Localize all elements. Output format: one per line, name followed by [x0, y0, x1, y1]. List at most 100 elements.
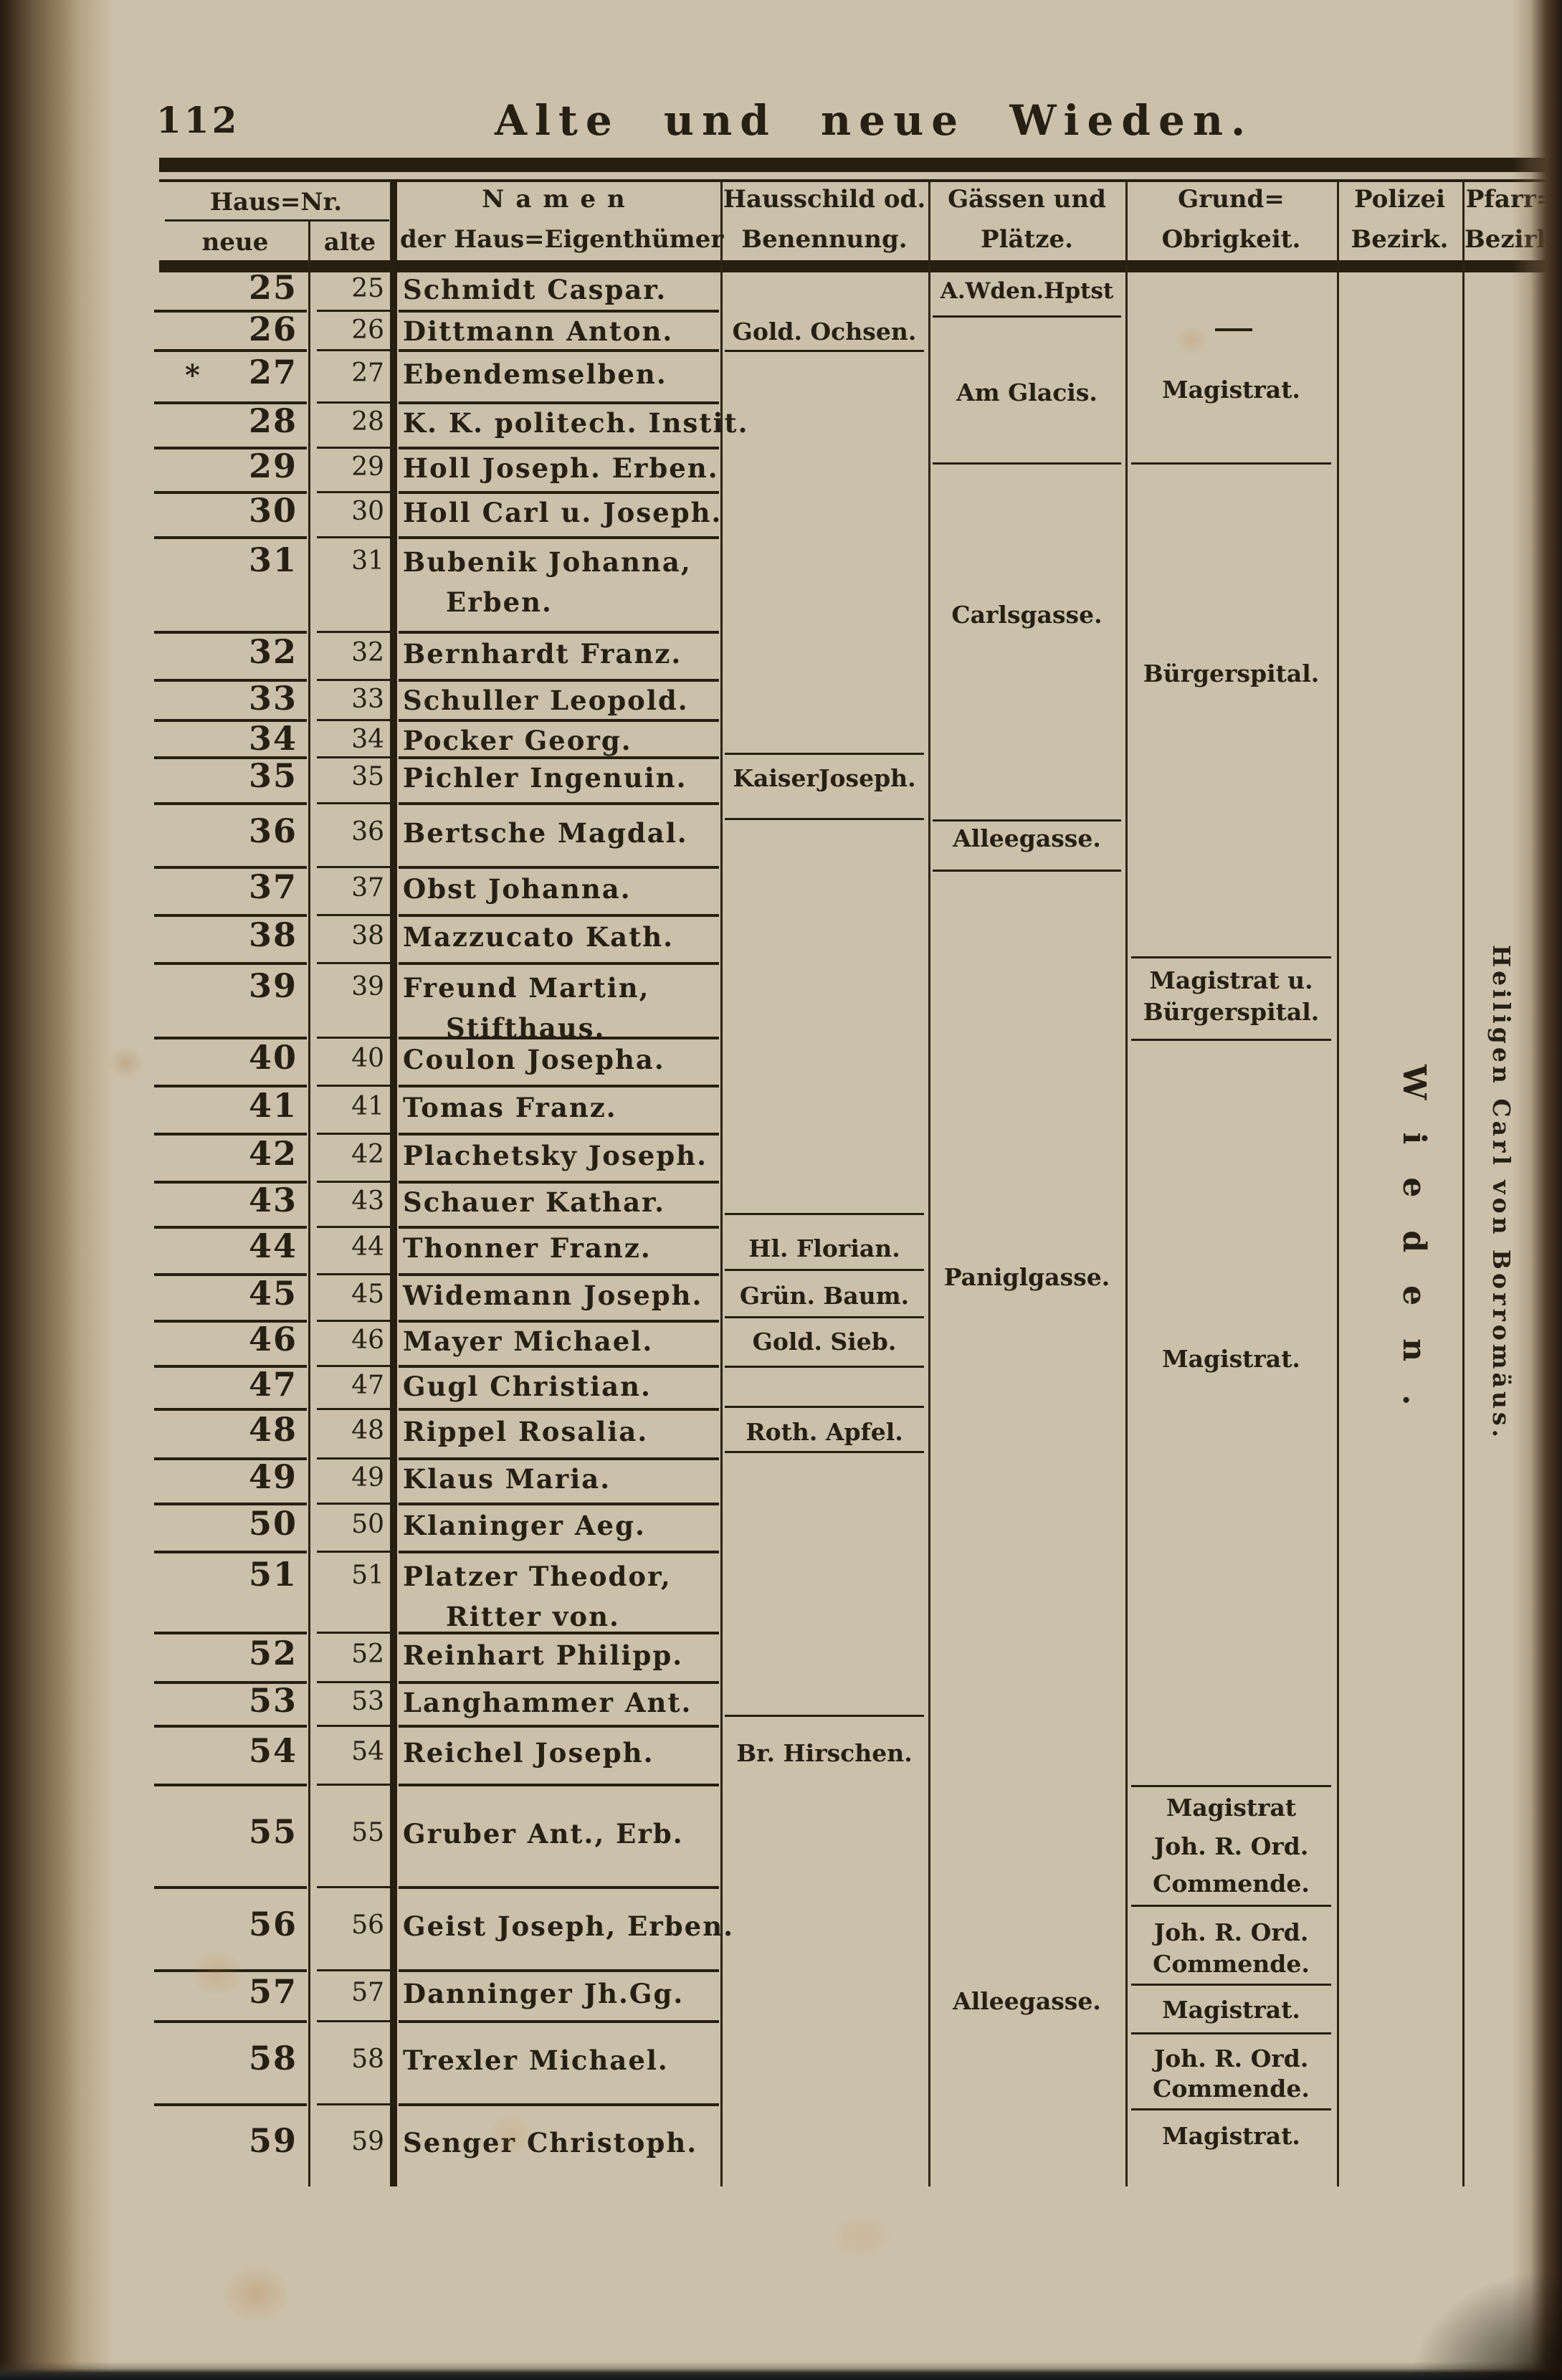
row-separator-alte	[317, 447, 390, 449]
row-alte-number: 30	[351, 497, 384, 526]
row-neue-number: 45	[248, 1273, 297, 1313]
row-neue-number: 56	[248, 1905, 297, 1943]
row-separator-name	[399, 679, 719, 682]
row-separator-neue	[154, 631, 307, 634]
page-corner-shadow	[1261, 2165, 1562, 2380]
row-separator-alte	[317, 866, 390, 868]
row-owner-name: Ebendemselben.	[403, 358, 667, 390]
row-neue-number: 25	[248, 268, 297, 307]
row-separator-alte	[317, 1085, 390, 1087]
column-divider	[1337, 179, 1339, 2186]
row-owner-name: Reinhart Philipp.	[403, 1639, 684, 1671]
header-polizei-line1: Polizei	[1353, 185, 1446, 214]
book-binding-edge	[0, 0, 115, 2380]
header-grund-line2: Obrigkeit.	[1161, 225, 1301, 254]
authority-section-label: Commende.	[1153, 2075, 1310, 2103]
row-alte-number: 55	[351, 1817, 384, 1847]
row-alte-number: 48	[351, 1415, 384, 1445]
row-separator-alte	[317, 1320, 390, 1322]
row-separator-neue	[154, 1320, 307, 1323]
row-owner-name: Schmidt Caspar.	[403, 274, 667, 305]
row-separator-name	[399, 719, 719, 722]
row-owner-name: Bernhardt Franz.	[403, 637, 682, 670]
row-separator-name	[399, 1320, 719, 1323]
row-owner-name: Danninger Jh.Gg.	[403, 1977, 685, 2009]
row-neue-number: 54	[248, 1731, 297, 1770]
row-separator-neue	[154, 2103, 307, 2106]
row-separator-neue	[154, 1133, 307, 1136]
row-separator-name	[399, 1632, 719, 1634]
row-separator-name	[399, 1457, 719, 1460]
row-neue-number: 52	[248, 1633, 297, 1672]
row-separator-name	[399, 1784, 719, 1786]
column-divider	[1462, 179, 1465, 2186]
row-neue-number: 43	[248, 1181, 297, 1219]
row-separator-neue	[154, 1226, 307, 1229]
table-top-thin-rule	[159, 179, 1562, 182]
house-sign-section-rule	[725, 1715, 924, 1717]
row-owner-name: Plachetsky Joseph.	[403, 1139, 708, 1171]
header-alte: alte	[323, 228, 376, 257]
row-separator-name	[399, 491, 719, 494]
authority-section-rule	[1131, 1905, 1331, 1907]
row-separator-alte	[317, 1226, 390, 1228]
row-alte-number: 54	[351, 1737, 384, 1766]
row-house-sign: Hl. Florian.	[748, 1234, 900, 1262]
street-section-rule	[933, 819, 1121, 822]
row-separator-name	[399, 447, 719, 449]
row-owner-name-line2: Erben.	[446, 586, 553, 618]
row-separator-name	[399, 962, 719, 965]
row-separator-name	[399, 1273, 719, 1276]
authority-section-rule	[1131, 956, 1331, 958]
row-separator-neue	[154, 2020, 307, 2023]
column-divider-double	[390, 179, 397, 2186]
header-namen-line2: der Haus=Eigenthümer	[400, 225, 724, 254]
header-bottom-rule	[159, 260, 1562, 272]
page-title: Alte und neue Wieden.	[495, 96, 1254, 145]
row-separator-neue	[154, 1037, 307, 1039]
row-separator-neue	[154, 719, 307, 722]
column-divider	[928, 179, 930, 2186]
row-owner-name: Pichler Ingenuin.	[403, 762, 687, 794]
street-section-rule	[933, 870, 1121, 872]
house-sign-section-rule	[725, 1406, 924, 1408]
column-divider-neue-alte	[308, 219, 310, 2186]
row-separator-neue	[154, 756, 307, 759]
row-alte-number: 51	[351, 1561, 384, 1590]
row-separator-neue	[154, 679, 307, 682]
row-separator-name	[399, 349, 719, 352]
row-alte-number: 37	[351, 872, 384, 903]
street-section-rule	[933, 315, 1121, 318]
row-separator-alte	[317, 1681, 390, 1683]
row-separator-name	[399, 536, 719, 539]
authority-section-label: Magistrat.	[1162, 1996, 1300, 2024]
row-owner-name: Klaus Maria.	[403, 1463, 611, 1495]
row-separator-name	[399, 1969, 719, 1972]
row-separator-neue	[154, 1085, 307, 1087]
street-section-label: Paniglgasse.	[943, 1263, 1110, 1291]
row-neue-number: 29	[248, 447, 297, 485]
row-separator-alte	[317, 1969, 390, 1971]
header-namen-line1: Namen	[482, 185, 637, 214]
row-alte-number: 49	[351, 1463, 384, 1493]
row-separator-neue	[154, 1725, 307, 1728]
row-owner-name: Freund Martin,	[403, 972, 650, 1004]
row-separator-alte	[317, 631, 390, 633]
authority-section-label: Magistrat.	[1162, 2122, 1300, 2150]
row-alte-number: 25	[351, 274, 384, 303]
row-neue-number: 51	[248, 1555, 297, 1594]
row-owner-name: Mazzucato Kath.	[403, 920, 675, 953]
street-section-label: Am Glacis.	[956, 379, 1097, 406]
row-alte-number: 33	[351, 685, 384, 714]
street-section-label: Carlsgasse.	[951, 601, 1103, 629]
row-house-sign: Grün. Baum.	[739, 1281, 910, 1310]
house-sign-section-rule	[725, 1451, 924, 1453]
page-right-edge	[1512, 0, 1562, 2380]
row-neue-number: 50	[248, 1503, 297, 1543]
house-sign-section-rule	[725, 753, 924, 755]
row-separator-alte	[317, 2020, 390, 2022]
row-neue-number: 34	[248, 719, 297, 758]
house-sign-section-rule	[725, 1213, 924, 1215]
row-neue-number: 40	[248, 1037, 297, 1077]
row-alte-number: 38	[351, 920, 384, 951]
